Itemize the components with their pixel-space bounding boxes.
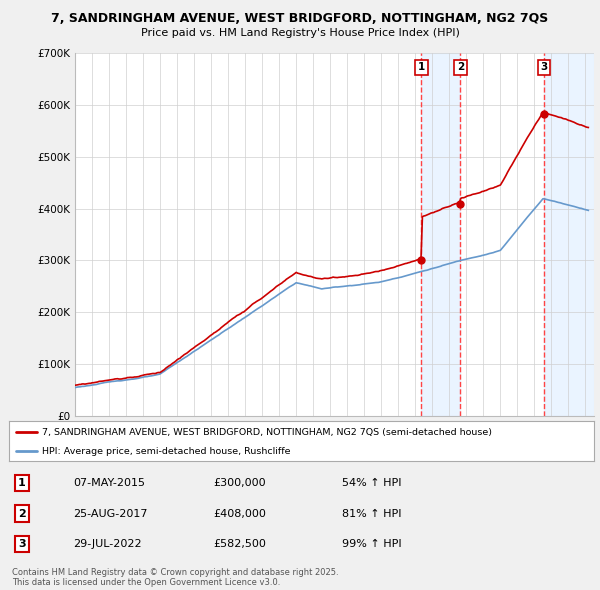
- Text: 99% ↑ HPI: 99% ↑ HPI: [343, 539, 402, 549]
- Text: 07-MAY-2015: 07-MAY-2015: [73, 478, 145, 488]
- Text: Contains HM Land Registry data © Crown copyright and database right 2025.
This d: Contains HM Land Registry data © Crown c…: [12, 568, 338, 587]
- Text: 1: 1: [418, 62, 425, 72]
- Text: 3: 3: [18, 539, 26, 549]
- Text: 25-AUG-2017: 25-AUG-2017: [73, 509, 148, 519]
- Text: Price paid vs. HM Land Registry's House Price Index (HPI): Price paid vs. HM Land Registry's House …: [140, 28, 460, 38]
- Text: 3: 3: [541, 62, 548, 72]
- Text: £300,000: £300,000: [214, 478, 266, 488]
- Bar: [421, 53, 460, 416]
- Text: £582,500: £582,500: [214, 539, 266, 549]
- Text: 2: 2: [18, 509, 26, 519]
- Text: £408,000: £408,000: [214, 509, 266, 519]
- Text: 7, SANDRINGHAM AVENUE, WEST BRIDGFORD, NOTTINGHAM, NG2 7QS: 7, SANDRINGHAM AVENUE, WEST BRIDGFORD, N…: [52, 12, 548, 25]
- Text: 7, SANDRINGHAM AVENUE, WEST BRIDGFORD, NOTTINGHAM, NG2 7QS (semi-detached house): 7, SANDRINGHAM AVENUE, WEST BRIDGFORD, N…: [42, 428, 492, 437]
- Text: 29-JUL-2022: 29-JUL-2022: [73, 539, 142, 549]
- Bar: [544, 53, 594, 416]
- Text: 2: 2: [457, 62, 464, 72]
- Text: HPI: Average price, semi-detached house, Rushcliffe: HPI: Average price, semi-detached house,…: [42, 447, 290, 456]
- Text: 1: 1: [18, 478, 26, 488]
- Text: 54% ↑ HPI: 54% ↑ HPI: [343, 478, 402, 488]
- Text: 81% ↑ HPI: 81% ↑ HPI: [343, 509, 402, 519]
